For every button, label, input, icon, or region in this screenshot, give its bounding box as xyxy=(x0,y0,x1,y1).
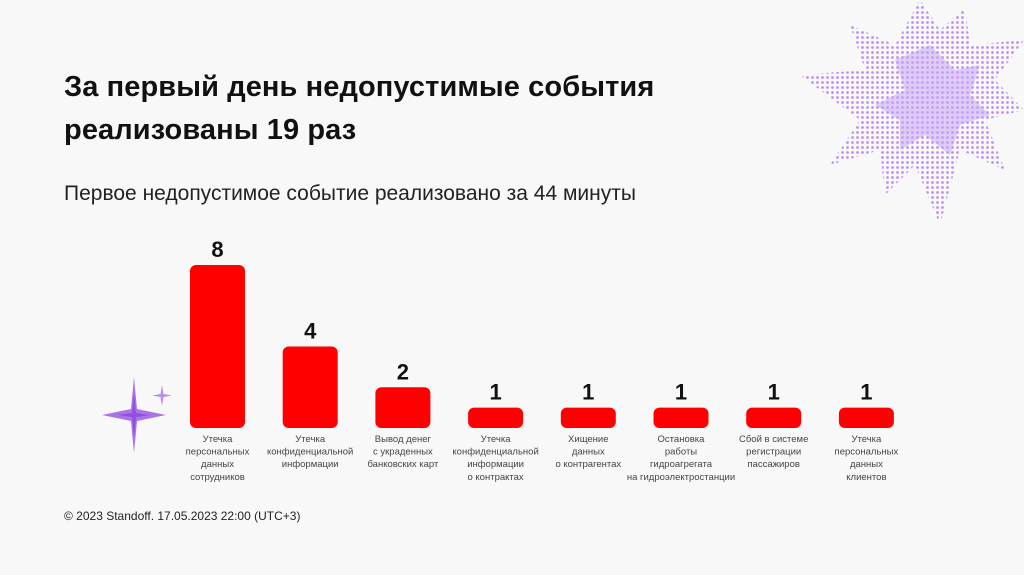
bar-2 xyxy=(282,346,338,428)
value-label-8: 1 xyxy=(860,380,872,405)
category-label-5: Хищение данных о контрагентах xyxy=(555,434,621,470)
bar-5 xyxy=(560,407,616,428)
bar-4 xyxy=(468,407,524,428)
category-label-6: Остановка работы гидроагрегата на гидроэлек… xyxy=(627,434,735,483)
title-line-2: реализованы 19 раз xyxy=(64,114,357,146)
sparkle-star-icon xyxy=(102,377,172,453)
value-label-4: 1 xyxy=(489,380,501,405)
value-label-3: 2 xyxy=(397,359,409,384)
bar-3 xyxy=(375,387,431,428)
category-label-7: Сбой в системе регистрации пассажиров xyxy=(739,434,808,470)
category-label-3: Вывод денег с украденных банковских карт xyxy=(367,434,439,470)
bar-1 xyxy=(190,265,245,428)
value-label-7: 1 xyxy=(768,380,780,405)
footer-copyright: © 2023 Standoff. 17.05.2023 22:00 (UTC+3… xyxy=(64,509,301,523)
subtitle: Первое недопустимое событие реализовано … xyxy=(64,182,636,205)
value-label-1: 8 xyxy=(211,237,223,262)
title-line-1: За первый день недопустимые события xyxy=(64,71,655,103)
bar-6 xyxy=(653,407,709,428)
page-title: За первый день недопустимые события реал… xyxy=(64,66,764,152)
bar-7 xyxy=(746,407,802,428)
category-label-1: Утечка персональных данных сотрудников xyxy=(186,434,250,483)
category-label-4: Утечка конфиденциальной информации о контра… xyxy=(452,434,538,483)
bar-8 xyxy=(838,407,894,428)
category-label-2: Утечка конфиденциальной информации xyxy=(267,434,353,470)
category-label-8: Утечка персональных данных клиентов xyxy=(835,434,899,483)
value-label-6: 1 xyxy=(675,380,687,405)
value-label-2: 4 xyxy=(304,319,317,344)
value-label-5: 1 xyxy=(582,380,594,405)
starburst-blob-icon xyxy=(800,0,1024,225)
